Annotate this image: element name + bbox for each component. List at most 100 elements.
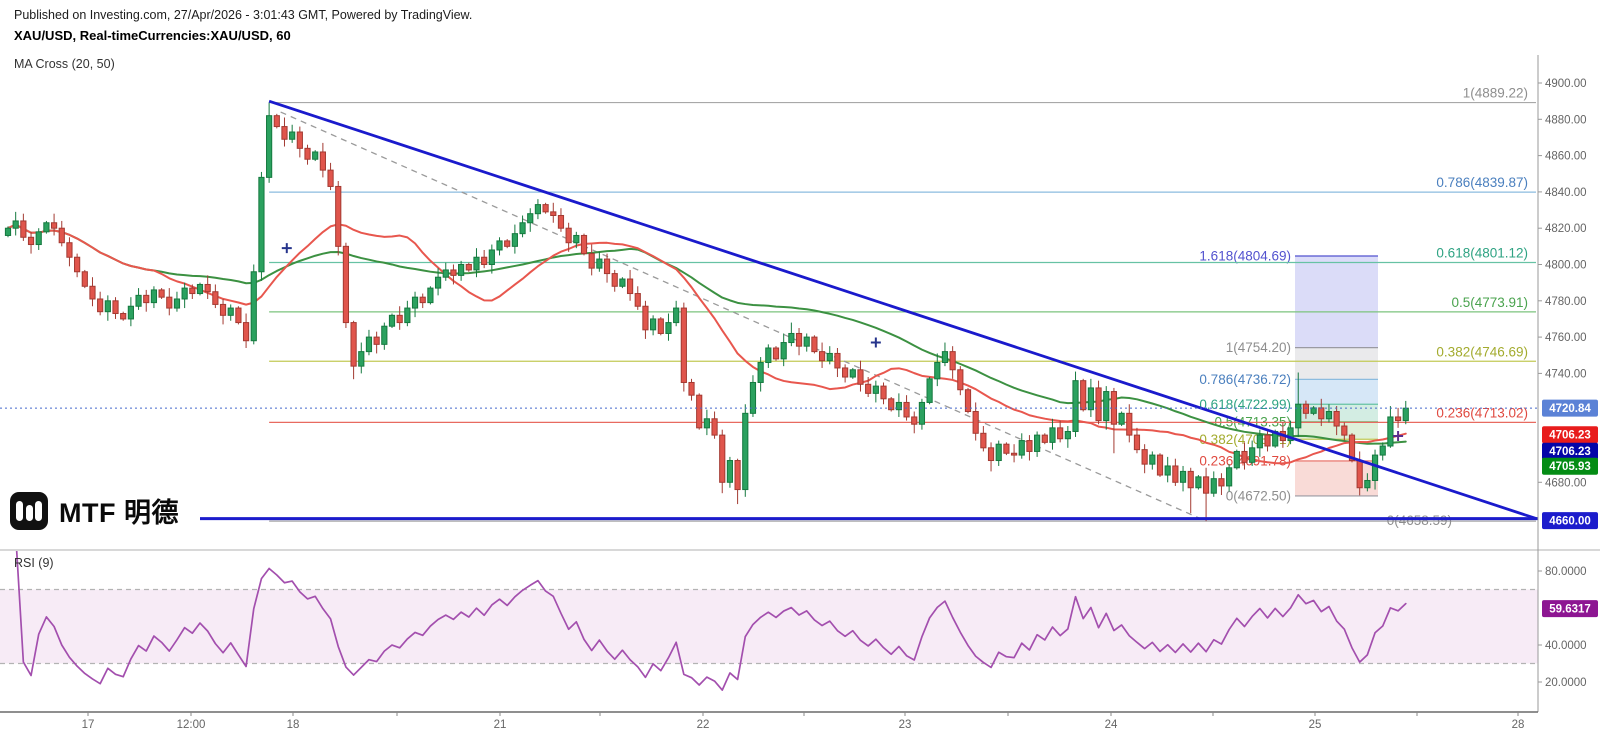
chart-text: 0(4658.59) [1387,513,1452,528]
candle-up [442,269,449,278]
candle-down [964,389,972,413]
candle-up [619,278,626,287]
candle-up [650,318,657,331]
candle-up [411,296,419,309]
candle-up [511,233,518,247]
candle-down [903,401,910,418]
chart-text: 4680.00 [1545,477,1587,489]
candle-down [857,369,864,385]
candle-down [350,322,357,367]
chart-text: 1(4889.22) [1463,86,1528,101]
candle-down [550,211,557,216]
candle-up [135,294,142,307]
candle-up [312,151,319,160]
chart-text: 0(4672.50) [1226,488,1291,503]
candle-down [1095,387,1102,422]
candle-up [289,131,296,140]
candle-down [1003,443,1010,454]
candle-down [66,242,73,258]
candle-down [120,313,127,320]
candle-down [81,271,88,287]
candle-down [396,314,403,324]
candle-up [918,401,926,425]
candle-up [519,222,526,235]
candle-down [888,398,895,411]
chart-text: 1(4754.20) [1226,340,1291,355]
candle-down [419,296,426,304]
candle-down [327,169,334,187]
candle-up [1018,440,1025,456]
ma-cross-marker [281,243,292,254]
rsi-value-badge [1542,600,1598,618]
candle-down [74,256,81,273]
candle-up [1325,411,1333,420]
candle-down [296,131,303,149]
candle-up [127,305,134,320]
candle-down [719,434,726,483]
chart-text: 4900.00 [1545,78,1587,90]
chart-text: 4760.00 [1545,332,1587,344]
candle-down [465,264,472,271]
chart-text: 12:00 [177,719,206,731]
candle-down [1241,450,1248,463]
chart-text: 4660.00 [1549,516,1591,528]
candle-down [219,303,227,316]
candle-down [1341,425,1348,436]
chart-text: 4880.00 [1545,114,1587,126]
ma-slow-badge [1542,457,1598,475]
chart-text: 23 [899,719,912,731]
chart-text: 0.786(4839.87) [1436,175,1528,190]
main-pane: 1.618(4804.69) 1(4754.20) 0.786(4736.72) 0.… [4,86,1537,528]
chart-text: 25 [1309,719,1322,731]
chart-text: 4780.00 [1545,296,1587,308]
candle-down [97,298,104,313]
candle-up [434,276,442,289]
candle-up [12,220,19,229]
candle-down [1348,434,1356,462]
candle-down [1333,411,1340,427]
ma-cross-marker [1393,431,1404,442]
candle-up [1195,476,1202,489]
candle-down [657,318,664,334]
candle-up [1256,434,1263,449]
candle-up [803,336,810,347]
support-line-badge [1542,512,1598,530]
candle-up [250,271,257,342]
chart-text: 17 [82,719,95,731]
candle-up [673,307,680,324]
candle-up [757,362,764,383]
candle-up [1310,407,1317,414]
last-price-badge [1542,399,1598,417]
chart-text: 4840.00 [1545,187,1587,199]
ma-indicator-label[interactable]: MA Cross (20, 50) [14,57,115,71]
candle-up [150,289,158,304]
candle-up [427,287,434,304]
candle-down [1218,478,1225,487]
rsi-line [15,551,1407,691]
candle-down [1156,454,1164,476]
rsi-indicator-label[interactable]: RSI (9) [14,556,54,570]
candle-up [1064,430,1071,440]
chart-text: 4820.00 [1545,223,1587,235]
candle-down [557,214,565,229]
candle-down [189,287,196,295]
candle-down [603,258,611,275]
chart-text: 0.786(4736.72) [1199,372,1291,387]
candle-up [527,213,534,224]
candle-down [588,253,595,269]
candle-down [373,336,380,345]
brand-logo-icon [10,491,48,530]
ma-fast-badge [1542,426,1598,444]
candle-up [1249,447,1256,463]
candle-down [89,285,96,300]
candle-up [35,231,42,246]
candle-up [1387,416,1394,447]
fib-zone-band [1295,379,1378,405]
candle-up [1364,479,1371,489]
chart-text: 20.0000 [1545,677,1587,689]
chart-text: 24 [1105,719,1118,731]
candle-up [1179,470,1187,483]
candle-down [450,269,457,276]
candle-down [212,291,219,305]
